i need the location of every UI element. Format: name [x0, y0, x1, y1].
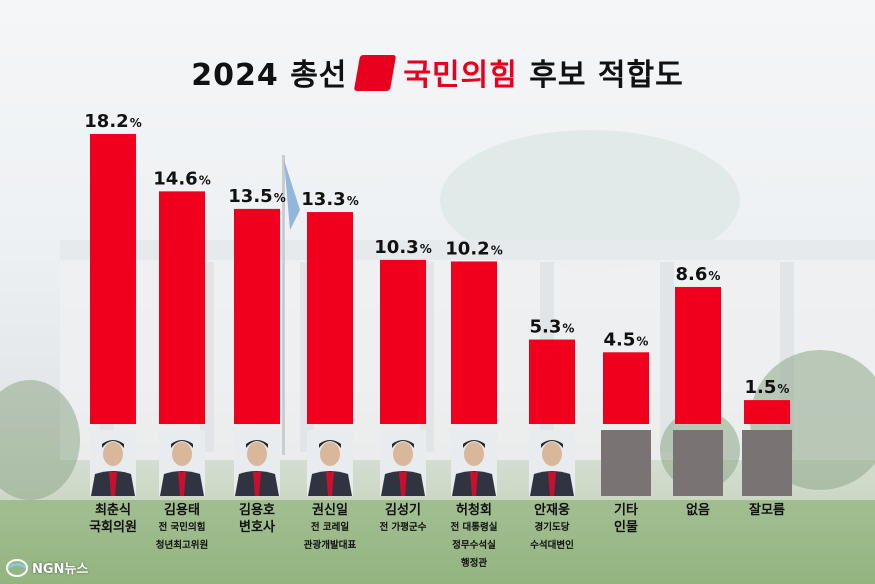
data-label-10: 1.5% [745, 377, 790, 398]
globe-icon [6, 559, 28, 577]
candidate-subtitle-4-1: 전 코레일 [311, 521, 350, 533]
candidate-name-3: 김용호 [239, 502, 275, 518]
bar-7 [529, 340, 575, 424]
candidate-photo-3 [234, 430, 280, 496]
data-label-5: 10.3% [374, 237, 431, 258]
bar-5 [380, 260, 426, 424]
bar-6 [451, 261, 497, 424]
data-label-6: 10.2% [445, 238, 502, 259]
candidate-name-4: 권신일 [312, 503, 348, 518]
brand-name: NGN뉴스 [32, 558, 88, 577]
bar-9 [675, 287, 721, 424]
bar-8 [603, 352, 649, 424]
candidate-name-10: 잘모름 [749, 503, 785, 518]
bar-10 [744, 400, 790, 424]
candidate-subtitle-6-2: 정무수석실 [452, 539, 496, 551]
data-label-4: 13.3% [301, 189, 358, 210]
candidate-subtitle-6-3: 행정관 [461, 557, 487, 569]
candidate-photo-1 [90, 430, 136, 496]
candidate-subtitle-1-1: 국회의원 [89, 519, 137, 535]
candidate-name-7: 안재웅 [534, 502, 570, 518]
candidate-photo-2 [159, 430, 205, 496]
candidate-subtitle-8-1: 인물 [614, 519, 638, 535]
bar-1 [90, 134, 136, 424]
candidate-name-8: 기타 [614, 502, 638, 518]
candidate-subtitle-3-1: 변호사 [239, 519, 275, 535]
candidate-photo-7 [529, 430, 575, 496]
candidate-name-6: 허청회 [456, 502, 492, 518]
brand-logo: NGN뉴스 [6, 558, 88, 577]
data-label-3: 13.5% [228, 186, 285, 207]
candidate-photo-5 [380, 430, 426, 496]
candidate-name-5: 김성기 [385, 503, 421, 518]
bar-4 [307, 212, 353, 424]
photo-placeholder-8 [601, 430, 651, 496]
candidate-name-2: 김용태 [164, 502, 200, 518]
candidate-subtitle-6-1: 전 대통령실 [450, 521, 497, 533]
bar-3 [234, 209, 280, 424]
data-label-2: 14.6% [153, 168, 210, 189]
photo-placeholder-10 [742, 430, 792, 496]
candidate-subtitle-7-1: 경기도당 [535, 521, 570, 533]
candidate-subtitle-5-1: 전 가평군수 [379, 521, 426, 533]
candidate-name-9: 없음 [686, 502, 710, 518]
data-label-7: 5.3% [530, 317, 575, 338]
candidate-subtitle-2-1: 전 국민의힘 [158, 521, 205, 533]
data-label-1: 18.2% [84, 111, 141, 132]
candidate-photo-6 [451, 430, 497, 496]
candidate-subtitle-2-2: 청년최고위원 [156, 539, 208, 551]
photo-placeholder-9 [673, 430, 723, 496]
data-label-9: 8.6% [676, 264, 721, 285]
candidate-subtitle-4-2: 관광개발대표 [304, 539, 357, 551]
candidate-name-1: 최춘식 [95, 502, 131, 518]
bar-group-10: 1.5% 잘모름 [742, 377, 792, 518]
candidate-subtitle-7-2: 수석대변인 [530, 539, 574, 551]
data-label-8: 4.5% [604, 329, 649, 350]
bar-2 [159, 191, 205, 424]
candidate-photo-4 [307, 430, 353, 496]
bar-group-9: 8.6% 없음 [673, 264, 723, 518]
